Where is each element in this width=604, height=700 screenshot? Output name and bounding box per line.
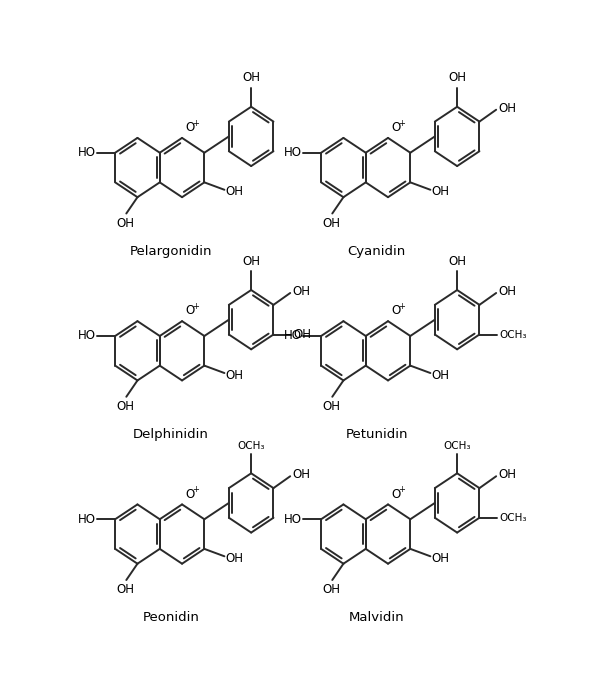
Text: +: +	[192, 485, 199, 494]
Text: +: +	[192, 302, 199, 311]
Text: HO: HO	[78, 146, 96, 159]
Text: OH: OH	[117, 217, 134, 230]
Text: OH: OH	[498, 102, 516, 115]
Text: Pelargonidin: Pelargonidin	[130, 244, 212, 258]
Text: O: O	[392, 488, 401, 500]
Text: OCH₃: OCH₃	[237, 441, 265, 451]
Text: OH: OH	[226, 186, 244, 198]
Text: Cyanidin: Cyanidin	[348, 244, 406, 258]
Text: HO: HO	[284, 512, 302, 526]
Text: OCH₃: OCH₃	[443, 441, 471, 451]
Text: OH: OH	[448, 255, 466, 267]
Text: +: +	[398, 485, 405, 494]
Text: OH: OH	[294, 328, 312, 341]
Text: OH: OH	[498, 468, 516, 481]
Text: O: O	[392, 304, 401, 317]
Text: OH: OH	[242, 71, 260, 84]
Text: OH: OH	[292, 468, 310, 481]
Text: OH: OH	[292, 285, 310, 298]
Text: HO: HO	[78, 512, 96, 526]
Text: OH: OH	[448, 71, 466, 84]
Text: O: O	[186, 121, 195, 134]
Text: O: O	[392, 121, 401, 134]
Text: OH: OH	[226, 552, 244, 565]
Text: OH: OH	[432, 186, 450, 198]
Text: OH: OH	[323, 583, 340, 596]
Text: +: +	[398, 119, 405, 127]
Text: OH: OH	[117, 583, 134, 596]
Text: OCH₃: OCH₃	[500, 513, 527, 523]
Text: Petunidin: Petunidin	[345, 428, 408, 441]
Text: OH: OH	[226, 369, 244, 382]
Text: OH: OH	[432, 369, 450, 382]
Text: OH: OH	[242, 255, 260, 267]
Text: +: +	[398, 302, 405, 311]
Text: Delphinidin: Delphinidin	[133, 428, 209, 441]
Text: +: +	[192, 119, 199, 127]
Text: HO: HO	[284, 146, 302, 159]
Text: Malvidin: Malvidin	[349, 611, 405, 624]
Text: HO: HO	[78, 330, 96, 342]
Text: OH: OH	[323, 400, 340, 413]
Text: O: O	[186, 304, 195, 317]
Text: O: O	[186, 488, 195, 500]
Text: OH: OH	[117, 400, 134, 413]
Text: OH: OH	[498, 285, 516, 298]
Text: Peonidin: Peonidin	[143, 611, 199, 624]
Text: OH: OH	[432, 552, 450, 565]
Text: OH: OH	[323, 217, 340, 230]
Text: HO: HO	[284, 330, 302, 342]
Text: OCH₃: OCH₃	[500, 330, 527, 340]
